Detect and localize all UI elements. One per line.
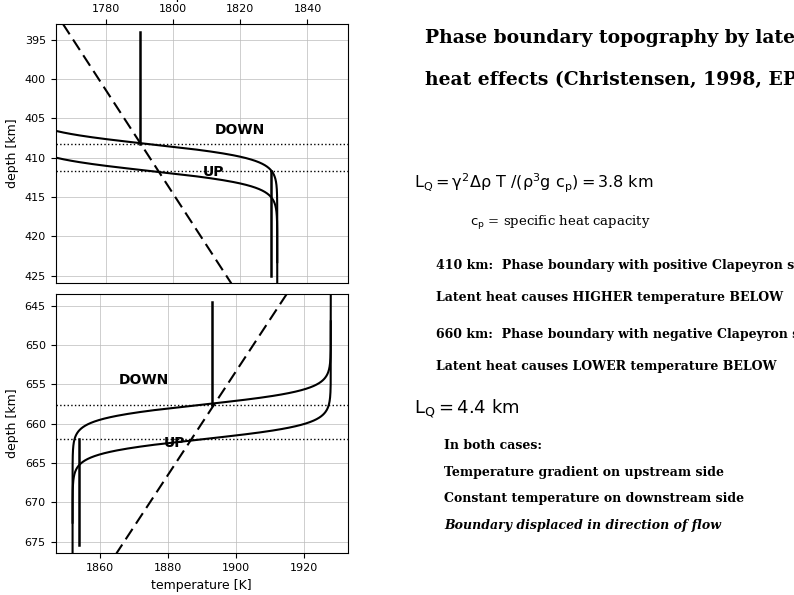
Text: DOWN: DOWN [215,123,265,137]
Text: Latent heat causes LOWER temperature BELOW: Latent heat causes LOWER temperature BEL… [437,360,777,373]
Text: 660 km:  Phase boundary with negative Clapeyron slope: 660 km: Phase boundary with negative Cla… [437,328,794,342]
Text: Boundary displaced in direction of flow: Boundary displaced in direction of flow [444,519,721,532]
Text: 410 km:  Phase boundary with positive Clapeyron slope: 410 km: Phase boundary with positive Cla… [437,259,794,273]
X-axis label: temperature [K]: temperature [K] [152,0,252,2]
Text: In both cases:: In both cases: [444,440,542,452]
Y-axis label: depth [km]: depth [km] [6,119,19,189]
Text: $\mathrm{L_Q = 4.4\ km}$: $\mathrm{L_Q = 4.4\ km}$ [414,397,520,419]
Text: heat effects (Christensen, 1998, EPSL): heat effects (Christensen, 1998, EPSL) [426,71,794,89]
Text: $\mathrm{L_Q = \gamma^2 \Delta\rho\ T\ /(\rho^3 g\ c_p) = 3.8\ km}$: $\mathrm{L_Q = \gamma^2 \Delta\rho\ T\ /… [414,172,653,195]
Text: UP: UP [164,436,185,450]
Text: UP: UP [202,165,224,178]
Text: Phase boundary topography by latent: Phase boundary topography by latent [426,29,794,47]
Text: $\mathrm{c_p}$ = specific heat capacity: $\mathrm{c_p}$ = specific heat capacity [470,214,650,233]
Text: Temperature gradient on upstream side: Temperature gradient on upstream side [444,466,724,479]
Text: Constant temperature on downstream side: Constant temperature on downstream side [444,493,744,505]
X-axis label: temperature [K]: temperature [K] [152,578,252,591]
Text: DOWN: DOWN [119,373,169,387]
Y-axis label: depth [km]: depth [km] [6,389,19,458]
Text: Latent heat causes HIGHER temperature BELOW: Latent heat causes HIGHER temperature BE… [437,291,784,304]
